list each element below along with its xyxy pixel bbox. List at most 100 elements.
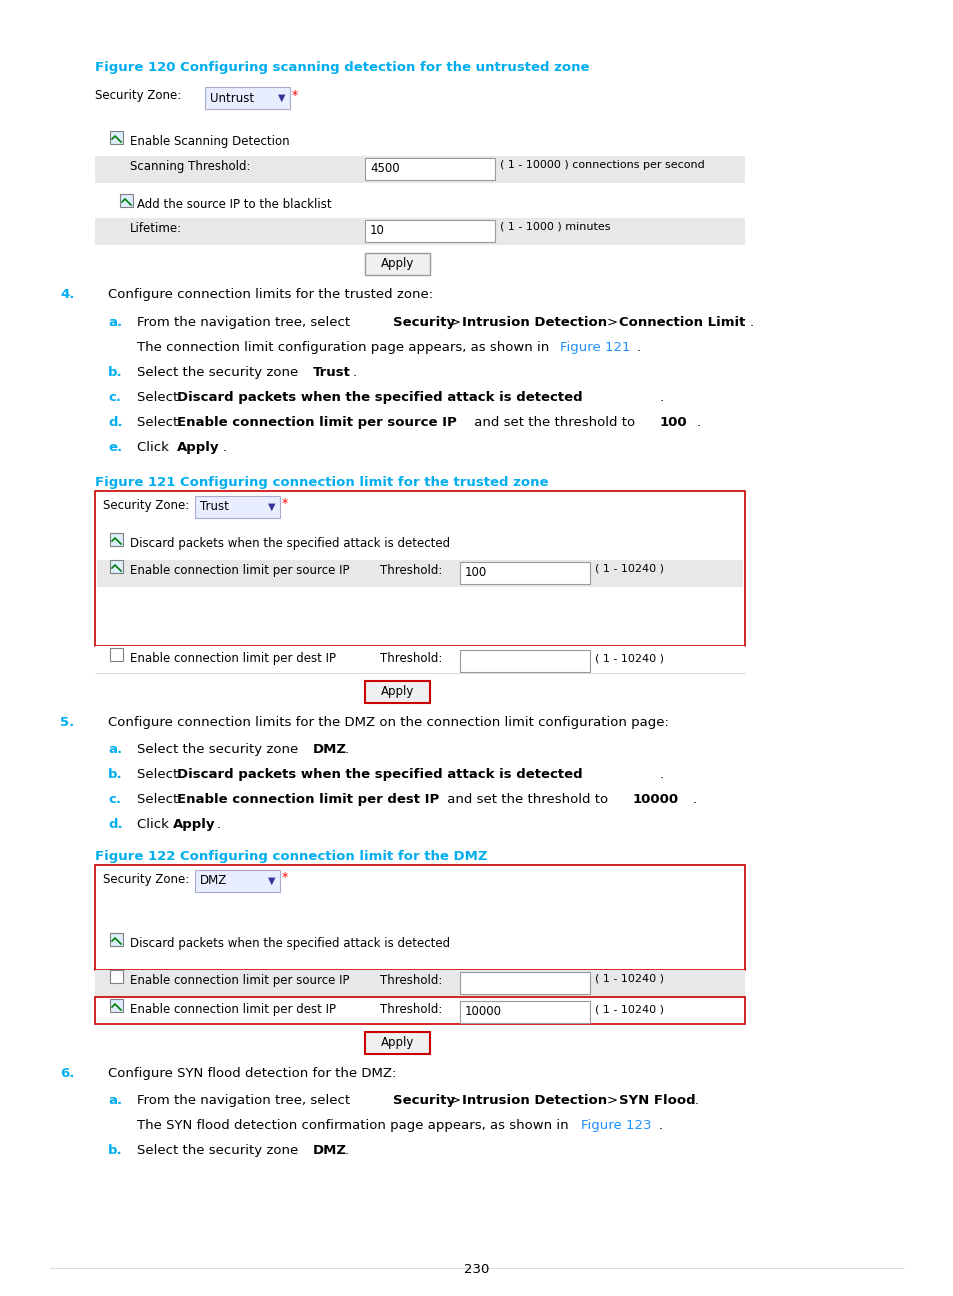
Bar <box>95 969 744 997</box>
Text: Select: Select <box>137 391 182 404</box>
Text: 10000: 10000 <box>633 793 679 806</box>
Text: e.: e. <box>108 441 122 454</box>
Text: .: . <box>637 341 640 354</box>
Text: Intrusion Detection: Intrusion Detection <box>461 1094 606 1107</box>
Text: Configure connection limits for the DMZ on the connection limit configuration pa: Configure connection limits for the DMZ … <box>108 715 668 728</box>
Text: Select the security zone: Select the security zone <box>137 1144 302 1157</box>
Text: ( 1 - 10240 ): ( 1 - 10240 ) <box>595 654 663 664</box>
Text: Discard packets when the specified attack is detected: Discard packets when the specified attac… <box>130 937 450 950</box>
Bar <box>95 218 744 245</box>
Text: Apply: Apply <box>380 1037 414 1050</box>
Text: Security Zone:: Security Zone: <box>103 499 189 512</box>
Text: .: . <box>345 743 349 756</box>
Text: ( 1 - 1000 ) minutes: ( 1 - 1000 ) minutes <box>499 222 610 232</box>
Text: Scanning Threshold:: Scanning Threshold: <box>130 159 251 172</box>
Text: Apply: Apply <box>380 258 414 271</box>
Text: Select: Select <box>137 793 182 806</box>
Text: Threshold:: Threshold: <box>379 1003 442 1016</box>
Bar <box>110 131 123 144</box>
Text: Security: Security <box>393 1094 455 1107</box>
Text: a.: a. <box>108 1094 122 1107</box>
Text: Figure 123: Figure 123 <box>580 1118 651 1131</box>
Bar <box>365 1032 430 1054</box>
Text: ▼: ▼ <box>268 876 275 886</box>
Text: Figure 121: Figure 121 <box>559 341 630 354</box>
Text: *: * <box>282 871 288 884</box>
Text: >: > <box>606 1094 618 1107</box>
Text: 100: 100 <box>659 416 687 429</box>
Text: Trust: Trust <box>200 500 229 513</box>
Bar <box>110 969 123 982</box>
Bar <box>194 496 280 518</box>
Text: a.: a. <box>108 316 122 329</box>
Text: b.: b. <box>108 365 123 378</box>
Text: *: * <box>292 89 298 102</box>
Bar <box>205 87 290 109</box>
Bar <box>110 933 123 946</box>
Text: Apply: Apply <box>177 441 219 454</box>
Text: and set the threshold to: and set the threshold to <box>442 793 612 806</box>
Bar <box>97 560 742 587</box>
Text: Intrusion Detection: Intrusion Detection <box>461 316 606 329</box>
Text: ( 1 - 10240 ): ( 1 - 10240 ) <box>595 1004 663 1015</box>
Text: DMZ: DMZ <box>200 875 227 888</box>
Bar <box>120 194 132 207</box>
Text: Lifetime:: Lifetime: <box>130 222 182 235</box>
Text: Trust: Trust <box>313 365 351 378</box>
Text: 4.: 4. <box>60 288 74 301</box>
Bar <box>95 121 744 156</box>
Text: .: . <box>659 769 663 781</box>
Text: Security Zone:: Security Zone: <box>103 874 189 886</box>
Text: Enable connection limit per dest IP: Enable connection limit per dest IP <box>177 793 438 806</box>
Bar <box>365 680 430 702</box>
Text: 6.: 6. <box>60 1067 74 1080</box>
Text: Click: Click <box>137 441 172 454</box>
Text: b.: b. <box>108 1144 123 1157</box>
Bar <box>95 645 744 673</box>
Text: Select: Select <box>137 416 182 429</box>
Text: ▼: ▼ <box>277 93 285 102</box>
Text: From the navigation tree, select: From the navigation tree, select <box>137 1094 354 1107</box>
Bar <box>459 562 589 584</box>
Text: c.: c. <box>108 391 121 404</box>
Bar <box>194 870 280 892</box>
Text: 5.: 5. <box>60 715 74 728</box>
Text: Select the security zone: Select the security zone <box>137 743 302 756</box>
Text: .: . <box>659 1118 662 1131</box>
Text: Security: Security <box>393 316 455 329</box>
Text: >: > <box>450 316 460 329</box>
Text: Figure 122 Configuring connection limit for the DMZ: Figure 122 Configuring connection limit … <box>95 850 487 863</box>
Text: d.: d. <box>108 416 123 429</box>
Text: Discard packets when the specified attack is detected: Discard packets when the specified attac… <box>177 391 582 404</box>
Text: Threshold:: Threshold: <box>379 975 442 988</box>
Text: .: . <box>659 391 663 404</box>
Text: Figure 121 Configuring connection limit for the trusted zone: Figure 121 Configuring connection limit … <box>95 476 548 489</box>
Bar <box>459 651 589 673</box>
Text: Apply: Apply <box>172 818 215 831</box>
Text: b.: b. <box>108 769 123 781</box>
Text: and set the threshold to: and set the threshold to <box>470 416 639 429</box>
Text: 10: 10 <box>370 224 384 237</box>
Text: 230: 230 <box>464 1264 489 1277</box>
Text: The SYN flood detection confirmation page appears, as shown in: The SYN flood detection confirmation pag… <box>137 1118 572 1131</box>
Text: ( 1 - 10240 ): ( 1 - 10240 ) <box>595 564 663 574</box>
Bar <box>365 253 430 275</box>
Text: >: > <box>606 316 618 329</box>
Text: Click: Click <box>137 818 172 831</box>
Bar <box>110 560 123 573</box>
Text: Threshold:: Threshold: <box>379 652 442 665</box>
Text: Select: Select <box>137 769 182 781</box>
Bar <box>97 521 742 644</box>
Text: .: . <box>216 818 221 831</box>
Bar <box>95 156 744 183</box>
Bar <box>365 158 495 180</box>
Text: .: . <box>353 365 356 378</box>
Bar <box>95 997 744 1024</box>
Text: ▼: ▼ <box>268 502 275 512</box>
Text: Discard packets when the specified attack is detected: Discard packets when the specified attac… <box>177 769 582 781</box>
Text: Figure 120 Configuring scanning detection for the untrusted zone: Figure 120 Configuring scanning detectio… <box>95 61 589 74</box>
Text: .: . <box>695 1094 699 1107</box>
Text: SYN Flood: SYN Flood <box>618 1094 695 1107</box>
Text: *: * <box>282 498 288 511</box>
Text: Enable connection limit per source IP: Enable connection limit per source IP <box>130 564 349 577</box>
